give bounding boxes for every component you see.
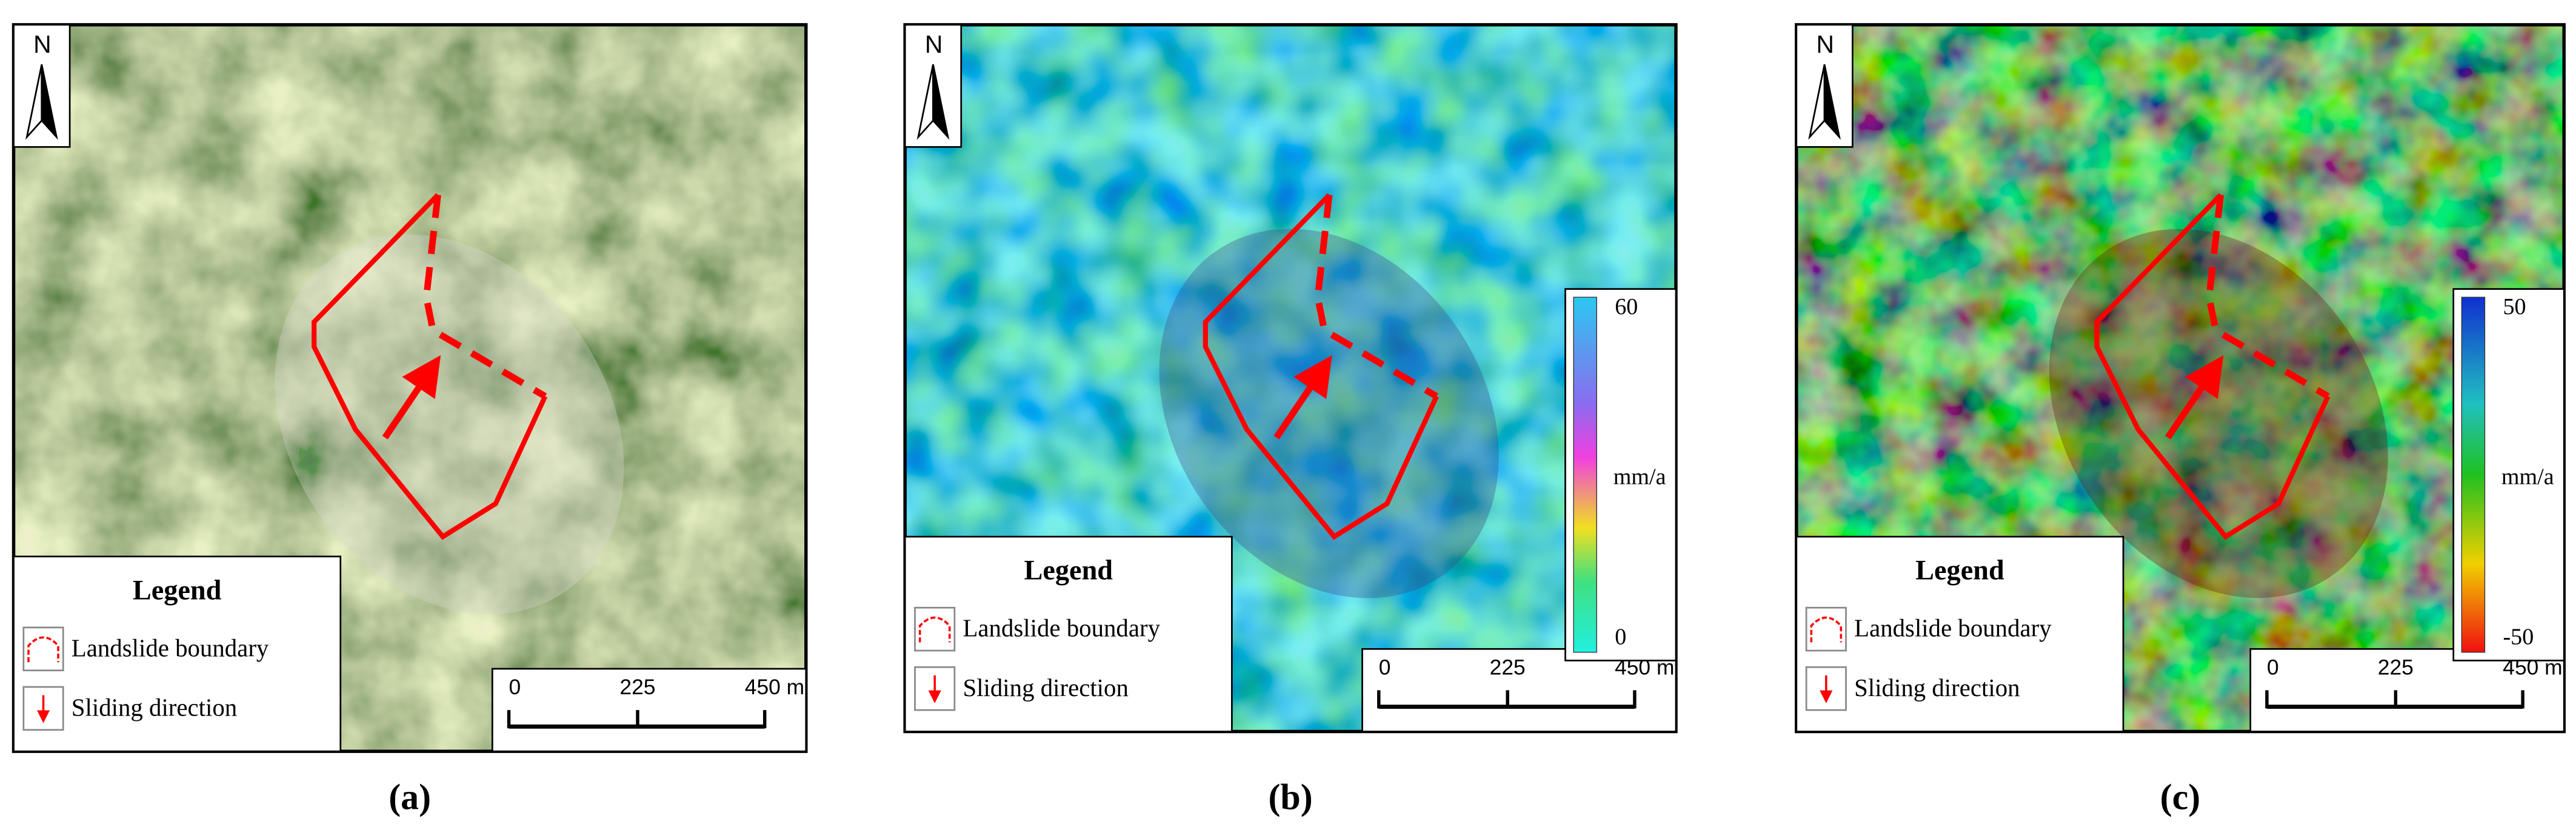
north-label: N — [1817, 30, 1835, 58]
panel-label: (a) — [389, 777, 431, 817]
colorbar-gradient — [1573, 296, 1597, 653]
map-panel: N Legend Landslide boundary Sliding directi… — [1795, 23, 2566, 817]
legend-box — [904, 535, 1233, 732]
scale-label: 0 — [1379, 655, 1391, 679]
landslide-boundary-dashed — [1314, 194, 1438, 400]
north-label: N — [33, 30, 52, 58]
panel-label: (b) — [1268, 777, 1312, 817]
terrain-patch — [275, 234, 624, 615]
map-frame — [12, 23, 808, 753]
legend-box — [1795, 535, 2124, 732]
map-panel: N Legend Landslide boundary Sliding directi… — [903, 23, 1678, 817]
colorbar-gradient — [2461, 296, 2486, 653]
landslide-boundary-dashed — [2206, 194, 2330, 400]
legend-item: Sliding direction — [72, 694, 237, 721]
panel-label: (c) — [2160, 777, 2201, 817]
legend-boundary-icon — [1810, 616, 1843, 643]
scale-label: 225 — [619, 675, 655, 699]
landslide-boundary — [312, 193, 548, 540]
north-arrow-right — [41, 64, 58, 140]
north-arrow-right — [1823, 64, 1841, 140]
colorbar-unit: mm/a — [2501, 464, 2554, 490]
scale-label: 225 — [1490, 655, 1526, 679]
legend-item: Sliding direction — [1854, 674, 2020, 702]
colorbar-max: 50 — [2503, 294, 2526, 320]
sliding-arrow — [2165, 355, 2224, 440]
sliding-arrow — [382, 355, 441, 440]
landslide-boundary — [2094, 193, 2331, 540]
scale-label: 450 m — [745, 675, 804, 699]
legend-item: Landslide boundary — [963, 615, 1160, 642]
legend-icon-box — [914, 606, 956, 652]
legend-box — [13, 555, 342, 752]
legend-item: Landslide boundary — [72, 634, 269, 662]
landslide-boundary — [1203, 193, 1439, 540]
colorbar-max: 60 — [1615, 294, 1638, 320]
north-arrow-right — [932, 64, 950, 140]
north-label: N — [925, 30, 943, 58]
legend-title: Legend — [1915, 555, 2004, 586]
legend-title: Legend — [1024, 555, 1113, 586]
colorbar-unit: mm/a — [1613, 464, 1666, 490]
sliding-arrow — [1273, 355, 1332, 440]
legend-icon-box — [1805, 606, 1847, 652]
scale-box — [491, 668, 807, 752]
colorbar-min: 0 — [1615, 625, 1626, 650]
landslide-boundary-dashed — [422, 194, 547, 400]
map-panel: N Legend Landslide boundary Sliding directi… — [12, 23, 808, 817]
legend-title: Legend — [133, 575, 222, 606]
legend-icon-box — [22, 626, 64, 672]
legend-boundary-icon — [27, 636, 59, 663]
scale-label: 0 — [509, 675, 521, 699]
scale-box — [2249, 648, 2565, 732]
scale-label: 0 — [2267, 655, 2279, 679]
terrain-patch — [2049, 229, 2388, 598]
colorbar-min: -50 — [2503, 625, 2534, 650]
legend-item: Sliding direction — [963, 674, 1128, 702]
scale-box — [1361, 648, 1677, 732]
legend-boundary-icon — [918, 616, 951, 643]
terrain-patch — [1159, 229, 1499, 598]
legend-item: Landslide boundary — [1854, 615, 2052, 642]
scale-label: 225 — [2378, 655, 2414, 679]
